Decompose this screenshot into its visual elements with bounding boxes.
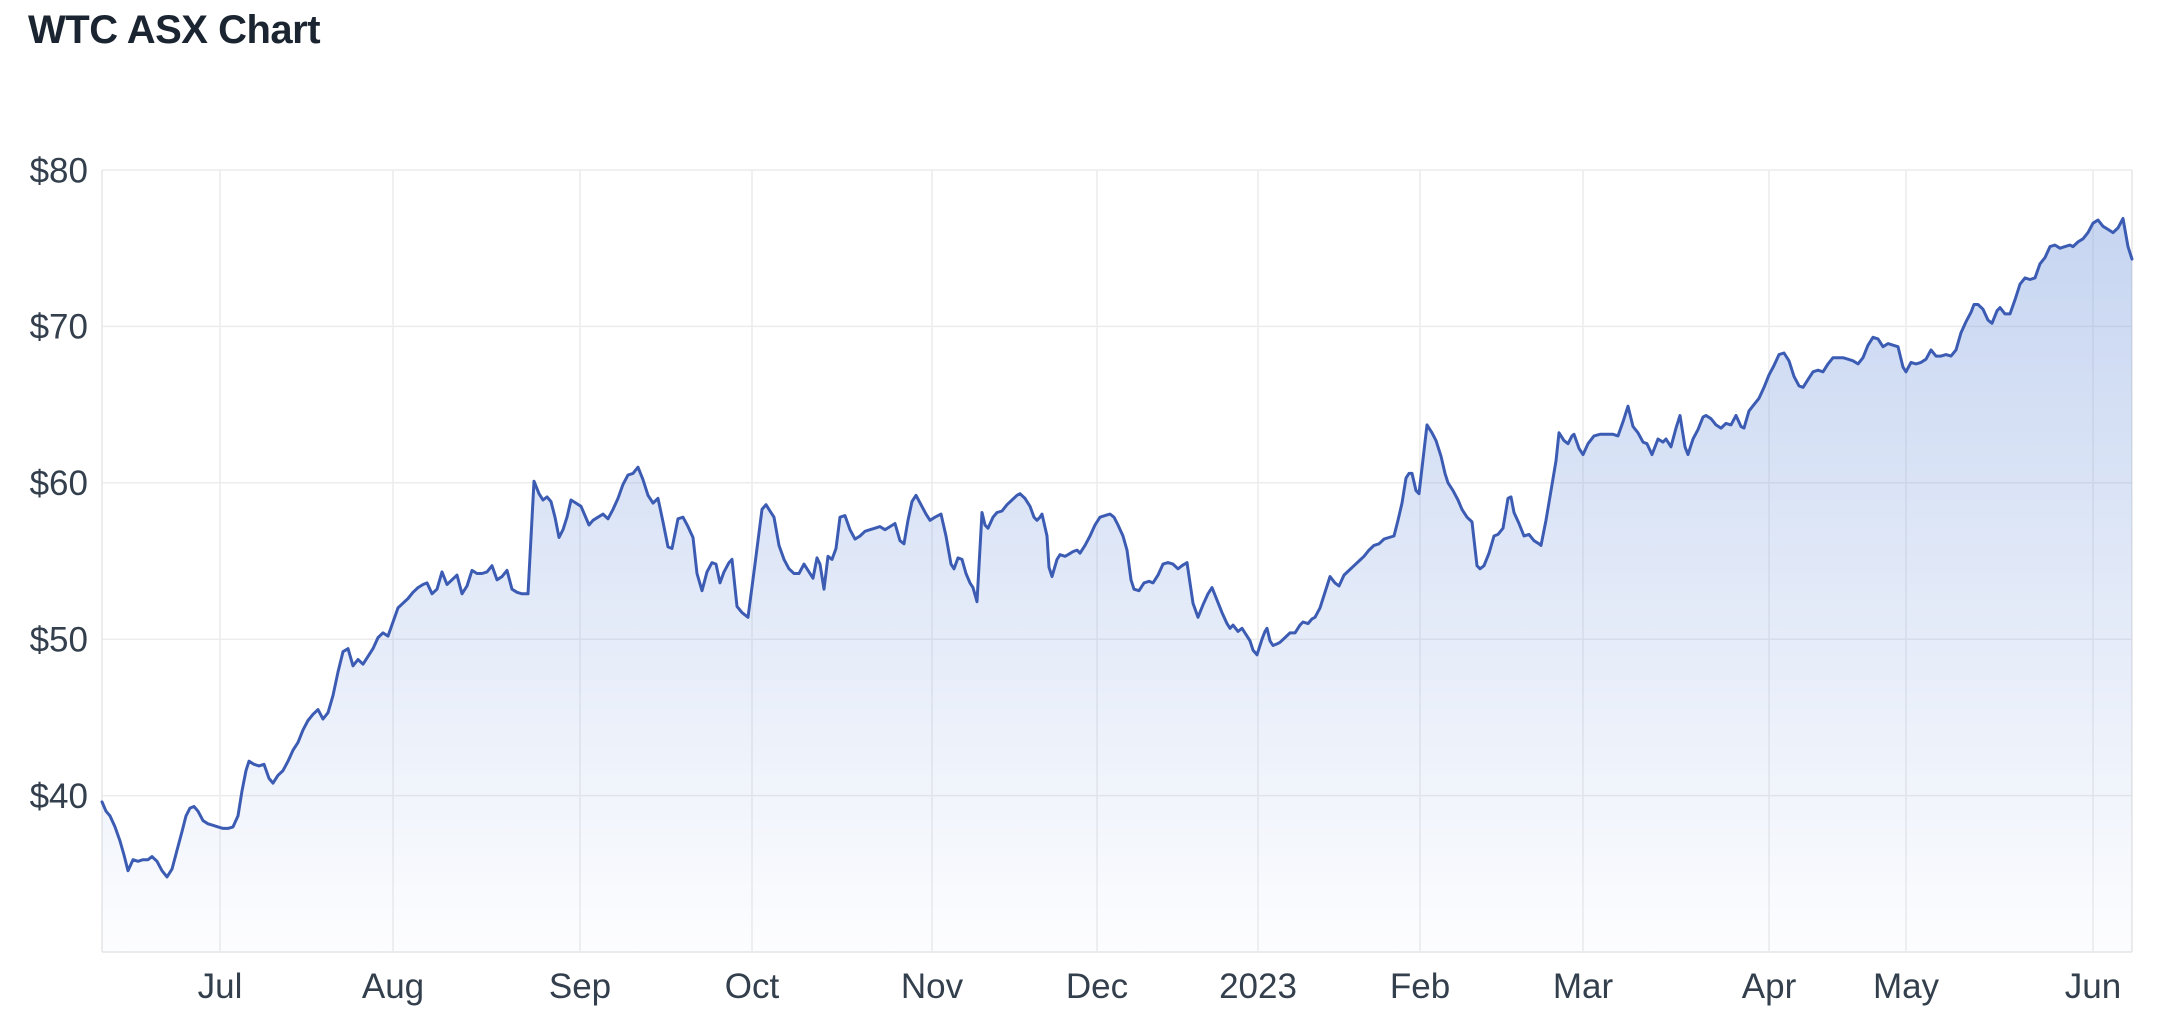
x-tick-label: Sep [549,967,611,1006]
x-tick-label: Dec [1066,967,1128,1006]
x-tick-label: Mar [1553,967,1614,1006]
x-tick-label: Aug [362,967,424,1006]
x-tick-label: Nov [901,967,964,1006]
x-tick-label: Oct [725,967,780,1006]
x-axis-labels: Jul Aug Sep Oct Nov Dec 2023 Feb Mar Apr May Jun [198,967,2122,1006]
x-tick-label: 2023 [1219,967,1297,1006]
chart-title: WTC ASX Chart [28,8,321,52]
y-tick-label: $80 [30,151,88,190]
price-area-fill [102,218,2132,952]
x-tick-label: Apr [1742,967,1797,1006]
x-tick-label: Jul [198,967,243,1006]
y-tick-label: $50 [30,620,88,659]
price-line [100,217,2134,879]
x-tick-label: May [1873,967,1940,1006]
x-tick-label: Feb [1390,967,1450,1006]
y-tick-label: $70 [30,308,88,347]
y-axis-labels: $80 $70 $60 $50 $40 [30,151,88,816]
y-tick-label: $40 [30,777,88,816]
y-tick-label: $60 [30,464,88,503]
x-tick-label: Jun [2065,967,2121,1006]
